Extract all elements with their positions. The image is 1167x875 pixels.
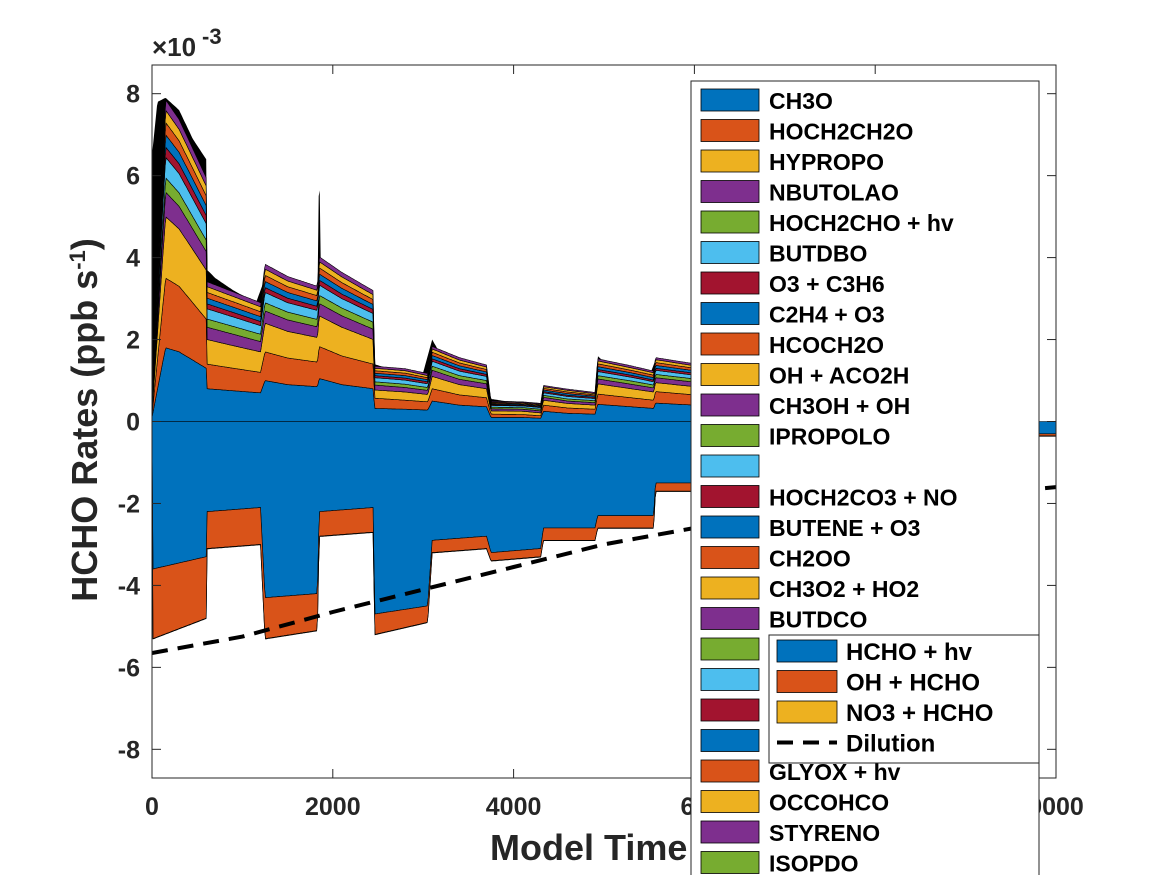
legend-label-ch3o: CH3O (769, 88, 833, 114)
legend-swatch-ch2oo (700, 546, 760, 569)
legend-label-ch3o2-ho2: CH3O2 + HO2 (769, 576, 919, 602)
x-axis-title: Model Time (490, 827, 687, 868)
x-tick-label: 0 (145, 793, 159, 821)
legend-swatch-glyox-hv (700, 759, 760, 783)
legend-loss: HCHO + hv OH + HCHO NO3 + HCHO Dilution (768, 634, 1040, 764)
legend-label-ch2oo: CH2OO (769, 546, 851, 572)
legend-loss-label-oh-hcho: OH + HCHO (846, 670, 980, 697)
legend-loss-label-hcho-hv: HCHO + hv (846, 639, 973, 666)
x-tick-label: 2000 (305, 793, 361, 821)
legend-swatch-c2h4-o3 (700, 302, 760, 325)
y-tick-label: 6 (126, 163, 140, 191)
legend-swatch-hoch2ch2o (700, 119, 760, 142)
legend-swatch-hcoch2o (700, 332, 760, 356)
legend-swatch-butene-o3 (700, 515, 760, 539)
legend-swatch-entry (700, 668, 760, 691)
legend-label-isopdo: ISOPDO (769, 851, 858, 875)
y-exponent: ×10 -3 (152, 24, 222, 62)
legend-swatch-entry (700, 729, 760, 752)
legend-label-ch3oh-oh: CH3OH + OH (769, 393, 910, 419)
legend-swatch-ch3o (700, 88, 760, 112)
y-exponent-label: ×10 (152, 32, 196, 62)
loss-area-no3-hcho (152, 435, 1056, 640)
legend-label-nbutolao: NBUTOLAO (769, 180, 899, 206)
legend-swatch-butdbo (700, 241, 760, 264)
legend-swatch-nbutolao (700, 180, 760, 203)
legend-label-styreno: STYRENO (769, 820, 880, 846)
legend-loss-swatch-no3-hcho (776, 700, 838, 724)
legend-label-occohco: OCCOHCO (769, 790, 889, 816)
legend-label-ipropolo: IPROPOLO (769, 424, 890, 450)
legend-label-hoch2co3-no: HOCH2CO3 + NO (769, 485, 958, 511)
legend-swatch-entry (700, 698, 760, 722)
y-tick-label: -2 (118, 490, 140, 518)
legend-swatch-occohco (700, 790, 760, 813)
y-tick-label: -8 (118, 736, 140, 764)
legend-swatch-o3-c3h6 (700, 271, 760, 295)
x-tick-label: 4000 (486, 793, 542, 821)
y-tick-label: -4 (118, 572, 140, 600)
legend-loss-swatch-hcho-hv (776, 639, 838, 663)
y-tick-label: -6 (118, 654, 140, 682)
legend-label-hcoch2o: HCOCH2O (769, 332, 884, 358)
legend-swatch-styreno (700, 820, 760, 844)
legend-label-o3-c3h6: O3 + C3H6 (769, 271, 885, 297)
legend-label-hoch2cho-hv: HOCH2CHO + hv (769, 210, 954, 236)
legend-label-hoch2ch2o: HOCH2CH2O (769, 119, 913, 145)
legend-label-butdco: BUTDCO (769, 607, 867, 633)
y-tick-label: 8 (126, 81, 140, 109)
legend-loss-swatch-oh-hcho (776, 670, 838, 693)
legend-swatch-oh-aco2h (700, 363, 760, 386)
y-axis-title-sup: -1 (65, 250, 90, 270)
legend-loss-label-no3-hcho: NO3 + HCHO (846, 700, 993, 727)
legend-swatch-hoch2cho-hv (700, 210, 760, 234)
legend-swatch-ch3oh-oh (700, 393, 760, 417)
y-axis-title-main: HCHO Rates (ppb s (64, 270, 105, 602)
legend-swatch-ipropolo (700, 424, 760, 447)
y-exponent-power: -3 (202, 24, 222, 49)
legend-label-hypropo: HYPROPO (769, 149, 884, 175)
legend-label-butene-o3: BUTENE + O3 (769, 515, 920, 541)
y-tick-label: 4 (126, 245, 140, 273)
legend-loss-label-dilution: Dilution (846, 731, 935, 758)
legend-label-oh-aco2h: OH + ACO2H (769, 363, 909, 389)
legend-main: CH3O HOCH2CH2O HYPROPO NBUTOLAO HOCH2CHO + h… (690, 80, 1040, 875)
legend-swatch-ch3o2-ho2 (700, 576, 760, 600)
y-axis-title-end: ) (64, 238, 105, 250)
legend-swatch-hocolo (700, 637, 760, 661)
legend-label-c2h4-o3: C2H4 + O3 (769, 302, 885, 328)
legend-swatch-hypropo (700, 149, 760, 173)
y-axis-title: HCHO Rates (ppb s-1) (64, 238, 105, 602)
legend-swatch-hoch2co3-no (700, 485, 760, 508)
y-tick-label: 2 (126, 327, 140, 355)
legend-swatch-isopdo (700, 851, 760, 874)
legend-swatch-butdco (700, 607, 760, 630)
legend-label-butdbo: BUTDBO (769, 241, 867, 267)
y-tick-label: 0 (126, 409, 140, 437)
legend-swatch-entry (700, 454, 760, 478)
